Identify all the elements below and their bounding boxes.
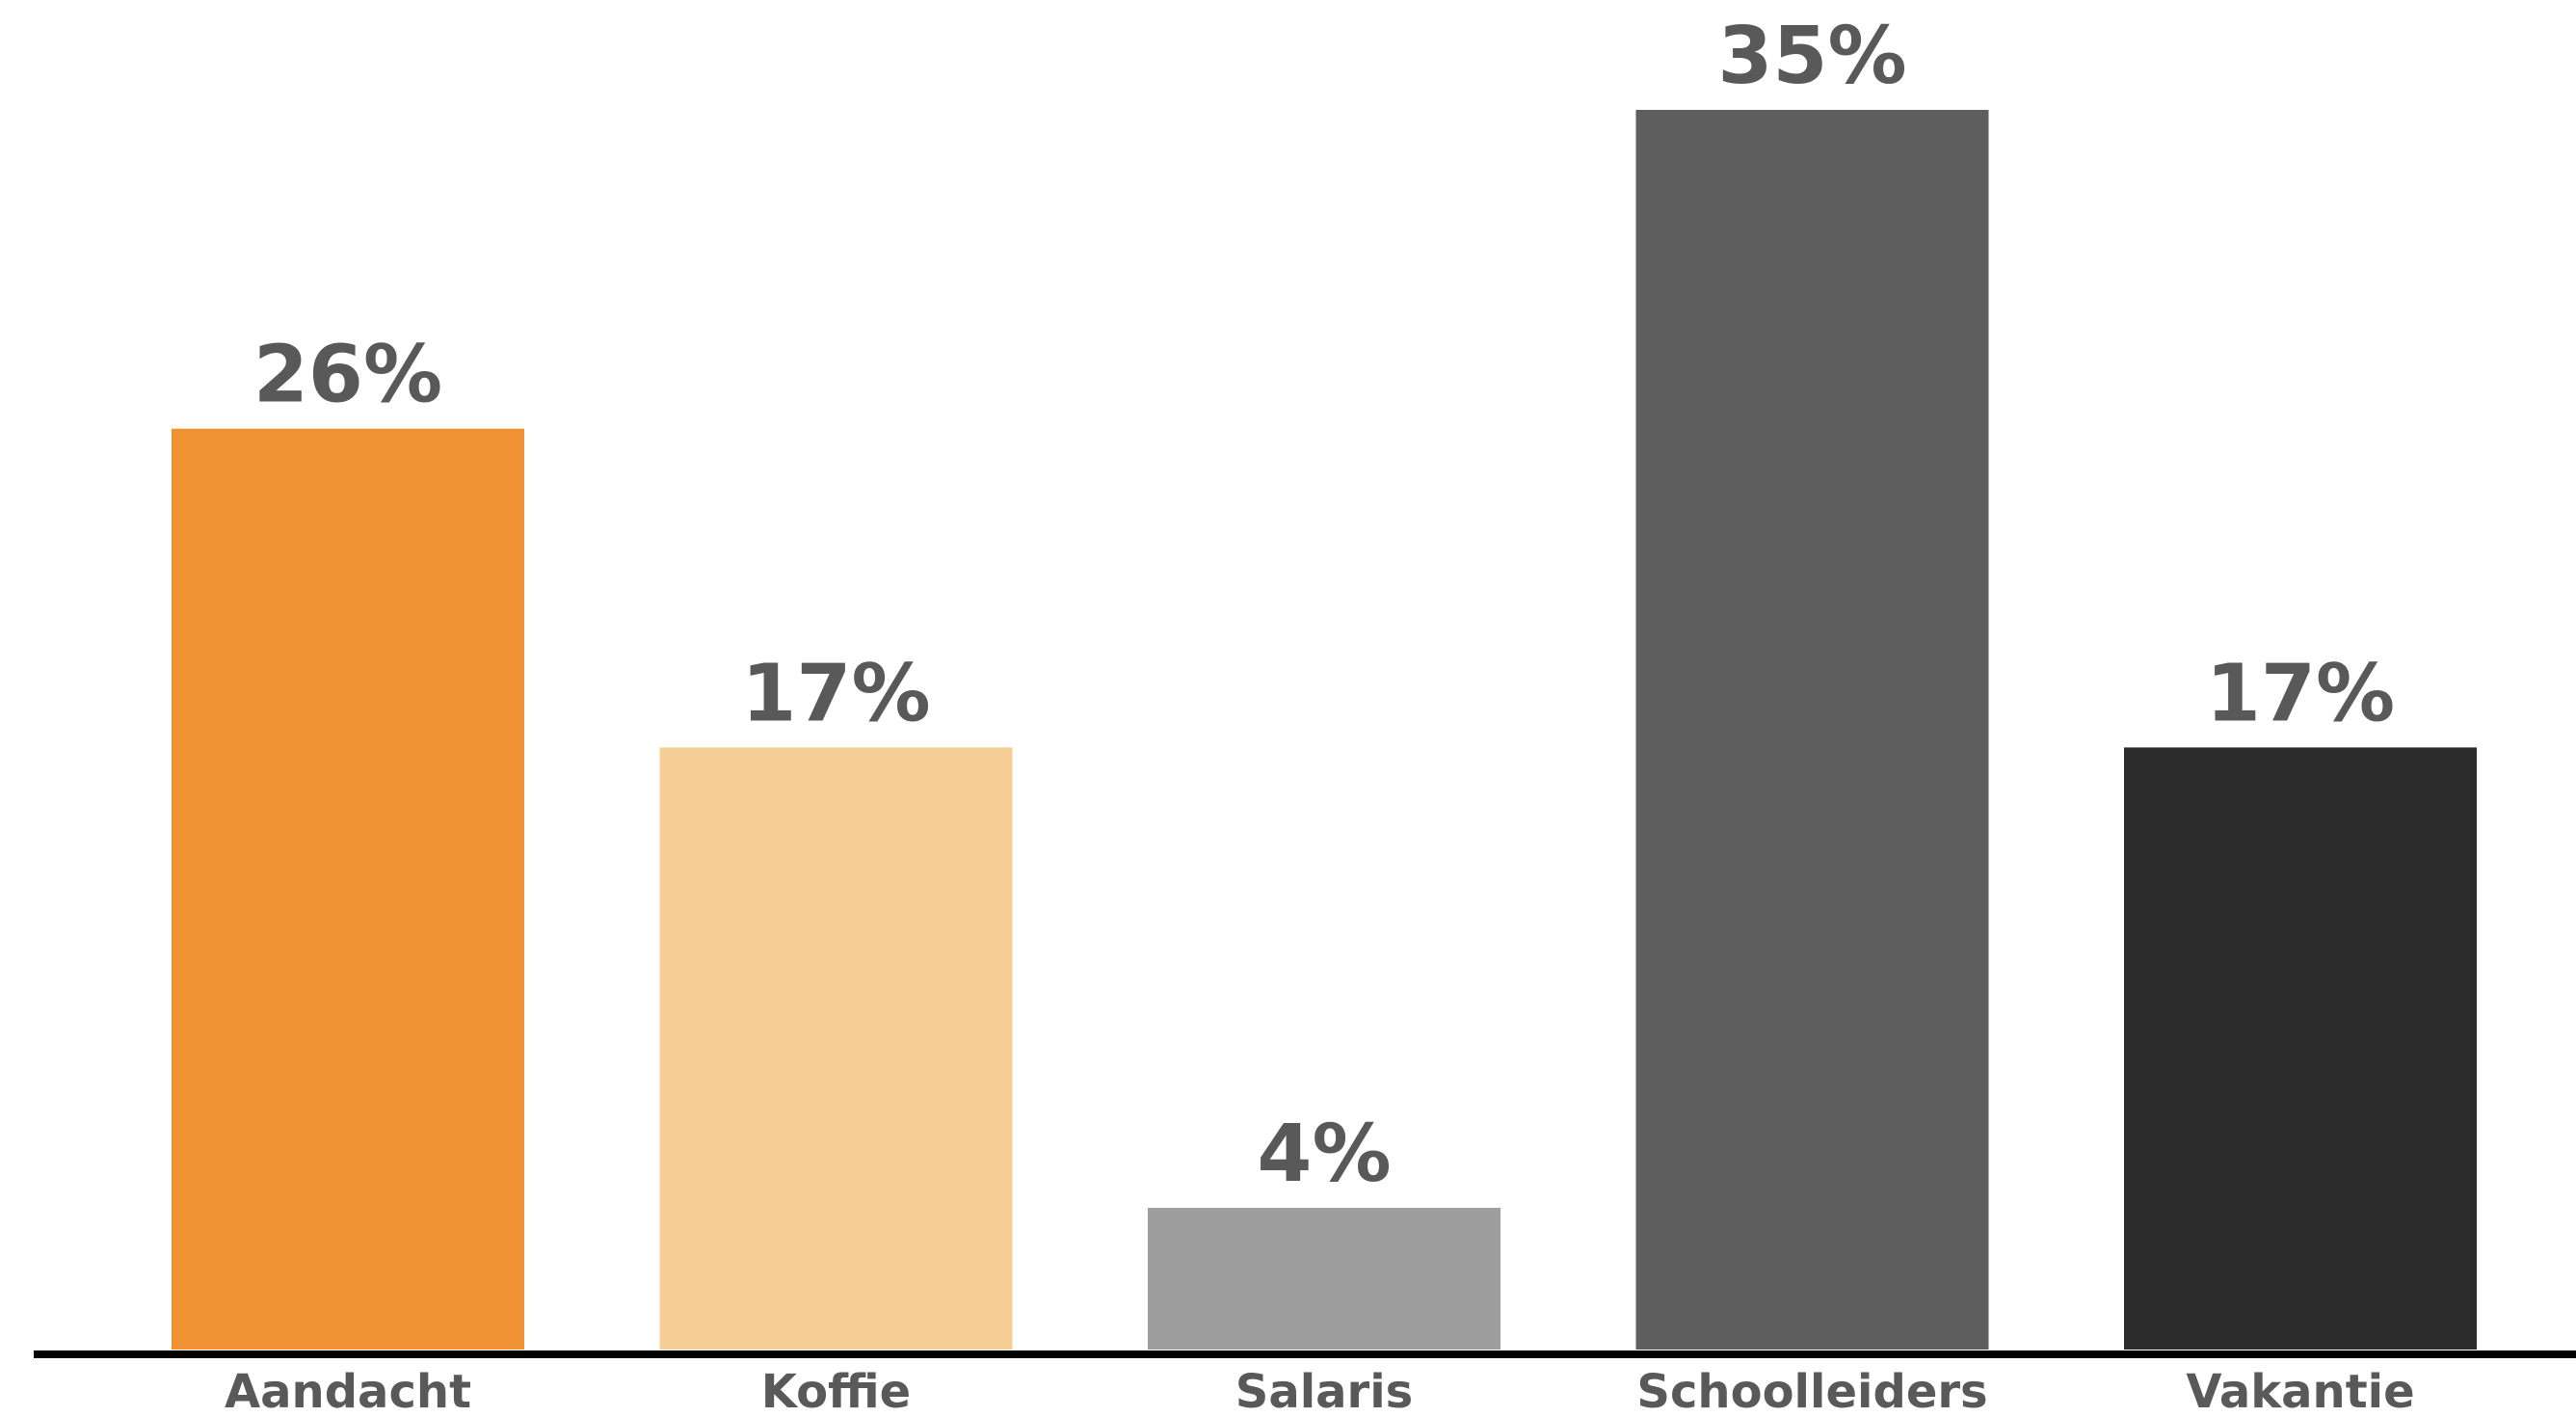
category-labels-layer: Aandacht Koffie Salaris Schoolleiders Vakant…	[225, 1365, 2415, 1417]
bar-aandacht	[172, 428, 524, 1350]
value-label-koffie: 17%	[741, 648, 930, 739]
value-label-salaris: 4%	[1257, 1109, 1391, 1200]
bar-schoolleiders	[1635, 110, 1989, 1350]
category-label-salaris: Salaris	[1235, 1365, 1414, 1417]
bar-salaris	[1148, 1208, 1500, 1350]
value-labels-layer: 26% 17% 4% 35% 17%	[253, 11, 2395, 1200]
category-label-koffie: Koffie	[761, 1365, 911, 1417]
bar-koffie	[659, 747, 1013, 1350]
value-label-aandacht: 26%	[253, 330, 442, 421]
category-label-aandacht: Aandacht	[225, 1365, 471, 1417]
value-label-schoolleiders: 35%	[1717, 11, 1906, 102]
value-label-vakantie: 17%	[2206, 648, 2395, 739]
bar-vakantie	[2124, 747, 2477, 1350]
category-label-schoolleiders: Schoolleiders	[1636, 1365, 1987, 1417]
category-label-vakantie: Vakantie	[2186, 1365, 2414, 1417]
bars-layer	[172, 110, 2477, 1350]
